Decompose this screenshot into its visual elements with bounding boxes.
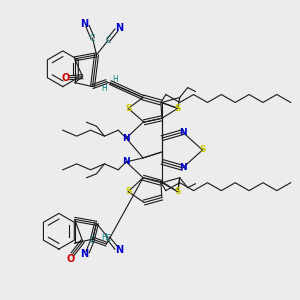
Text: H: H [102, 233, 107, 242]
Text: N: N [179, 163, 187, 172]
Text: S: S [175, 187, 181, 196]
Text: C: C [90, 34, 95, 43]
Text: S: S [199, 146, 206, 154]
Text: H: H [102, 84, 107, 93]
Text: N: N [179, 128, 187, 137]
Text: N: N [115, 23, 123, 33]
Text: H: H [112, 75, 118, 84]
Text: C: C [106, 234, 111, 243]
Text: S: S [125, 104, 131, 113]
Text: S: S [175, 104, 181, 113]
Text: N: N [122, 134, 130, 142]
Text: N: N [122, 158, 130, 166]
Text: N: N [80, 19, 89, 29]
Text: N: N [80, 249, 89, 259]
Text: S: S [125, 187, 131, 196]
Text: C: C [106, 35, 111, 44]
Text: N: N [115, 245, 123, 255]
Text: C: C [90, 236, 95, 245]
Text: O: O [67, 254, 75, 264]
Text: O: O [62, 73, 70, 83]
